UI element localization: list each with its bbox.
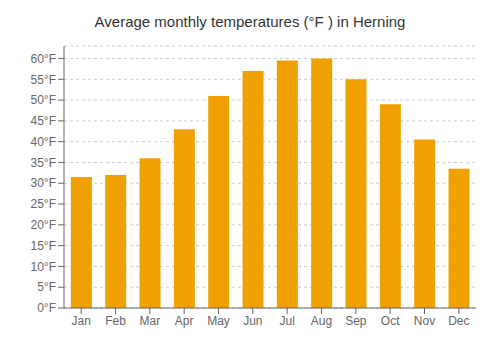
svg-text:5°F: 5°F [37,280,56,294]
svg-text:40°F: 40°F [31,135,56,149]
svg-text:Jan: Jan [71,314,90,328]
svg-text:10°F: 10°F [31,260,56,274]
svg-text:Jun: Jun [243,314,262,328]
svg-text:30°F: 30°F [31,176,56,190]
svg-text:55°F: 55°F [31,73,56,87]
svg-text:Sep: Sep [345,314,367,328]
svg-text:0°F: 0°F [37,301,56,315]
svg-text:50°F: 50°F [31,93,56,107]
svg-text:Aug: Aug [311,314,332,328]
svg-text:60°F: 60°F [31,52,56,66]
svg-text:Apr: Apr [175,314,194,328]
svg-text:May: May [207,314,230,328]
svg-text:Oct: Oct [381,314,400,328]
svg-text:15°F: 15°F [31,239,56,253]
svg-text:20°F: 20°F [31,218,56,232]
svg-text:Nov: Nov [414,314,435,328]
svg-text:Feb: Feb [105,314,126,328]
html-text:Average monthly temperatures (: Average monthly temperatures (°F ) in He… [94,13,406,30]
svg-text:Jul: Jul [279,314,294,328]
svg-text:45°F: 45°F [31,114,56,128]
svg-text:Dec: Dec [448,314,469,328]
svg-text:Mar: Mar [139,314,160,328]
svg-text:35°F: 35°F [31,156,56,170]
svg-text:25°F: 25°F [31,197,56,211]
